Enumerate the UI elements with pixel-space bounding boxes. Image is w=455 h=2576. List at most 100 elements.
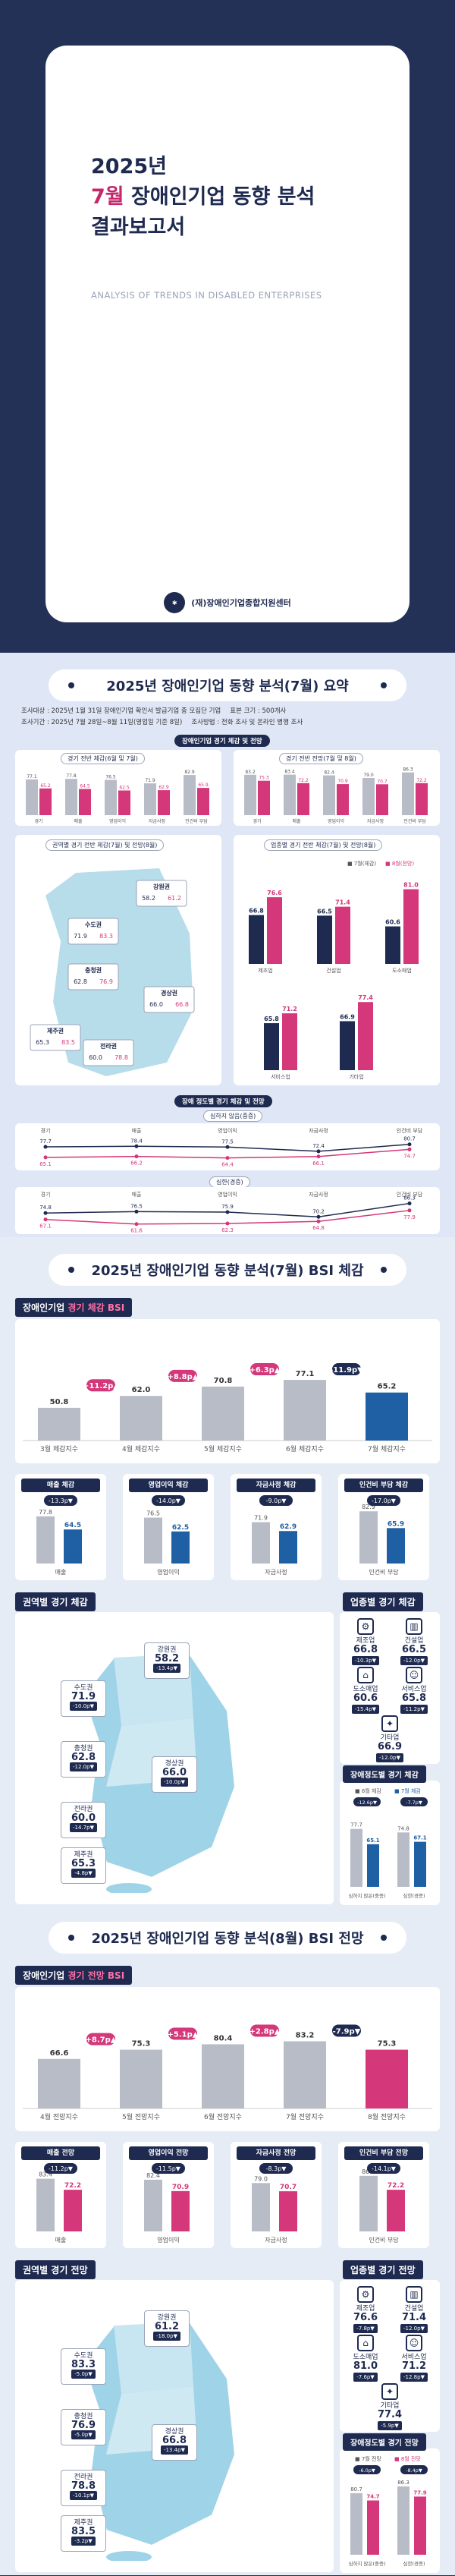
sub-card: 인건비 부담 체감 82.9 65.9 -17.0p▼ 인건비 부담 bbox=[338, 1474, 429, 1580]
industry-value: 66.9 bbox=[377, 1741, 403, 1752]
delta-text: +11.2p▲ bbox=[83, 1382, 119, 1390]
summary-prev-value: 77.8 bbox=[66, 773, 77, 779]
card-xlabel: 자금사정 bbox=[265, 1568, 287, 1576]
ind-prev-bar bbox=[317, 915, 332, 964]
summary-xlabel: 경기 bbox=[253, 818, 261, 824]
region-box: 충청권 76.9 -5.0p▼ bbox=[61, 2409, 106, 2445]
size-line-svg-2: 경기 매출 영업이익 자금사정 인건비 부담 74.8 76.5 75.9 70.2 86.3 67… bbox=[39, 1191, 423, 1234]
size-delta-text: -6.0p▼ bbox=[359, 2467, 375, 2474]
ind-next-value: 81.0 bbox=[403, 882, 419, 889]
summary-cur-value: 65.2 bbox=[40, 783, 51, 789]
sum-region-prev: 65.3 bbox=[36, 1039, 49, 1046]
bsi-forecast-heading: 2025년 장애인기업 동향 분석(8월) BSI 전망 bbox=[49, 1922, 406, 1954]
region-value: 83.5 bbox=[71, 2526, 96, 2537]
region-name: 경상권 bbox=[165, 1760, 184, 1768]
ind-prev-bar bbox=[340, 1021, 355, 1070]
line-value: 66.1 bbox=[312, 1160, 325, 1167]
bsi-current-chart: 50.8 3월 체감지수 +11.2p▲ 62.0 4월 체감지수 +8.8p▲ 70.8 5… bbox=[15, 1319, 440, 1463]
summary-prev-value: 76.5 bbox=[105, 775, 116, 780]
meta-sample: 표본 크기 : 500개사 bbox=[230, 707, 287, 715]
summary-prev-bar bbox=[26, 779, 38, 815]
size-delta-text: -8.4p▼ bbox=[406, 2467, 422, 2474]
delta-badge bbox=[259, 2163, 293, 2174]
line-value: 76.5 bbox=[130, 1203, 143, 1209]
delta-text: -11.9p▼ bbox=[330, 1366, 363, 1375]
sub-card-title: 영업이익 체감 bbox=[129, 1479, 208, 1492]
summary-industry-svg: ■ 7월(체감) ■ 8월(전망) 66.8 76.6 제조업 66.571.4 건설업 60… bbox=[249, 860, 419, 1080]
bsi-category: 7월 체감지수 bbox=[368, 1444, 406, 1453]
legend-prev: ■ 7월(체감) bbox=[347, 860, 376, 867]
delta-badge bbox=[332, 2024, 361, 2037]
region-name: 충청권 bbox=[74, 2413, 93, 2420]
line-value: 77.9 bbox=[403, 1214, 416, 1220]
delta-badge bbox=[44, 2163, 77, 2174]
sub-card-svg: 82.4 70.9 -11.5p▼ 영업이익 bbox=[144, 2163, 190, 2244]
size-delta-badge bbox=[353, 2465, 381, 2474]
size-delta-text: -12.6p▼ bbox=[357, 1800, 377, 1806]
summary-prev-bar bbox=[105, 779, 117, 815]
region-box: 전라권 78.8 -10.1p▼ bbox=[61, 2470, 106, 2506]
bsi-bar bbox=[38, 2058, 80, 2108]
region-name: 강원권 bbox=[157, 1646, 177, 1654]
summary-tag: 장애인기업 경기 체감 및 전망 bbox=[174, 735, 270, 747]
summary-xlabel: 영업이익 bbox=[328, 818, 344, 824]
line-series bbox=[45, 1148, 410, 1159]
summary-xlabel: 매출 bbox=[292, 818, 301, 824]
industry-item: ▥ 건설업 71.4 -12.0p▼ bbox=[393, 2286, 435, 2333]
summary-industry-panel: 업종별 경기 전반 체감(7월) 및 전망(8월) ■ 7월(체감) ■ 8월(전… bbox=[234, 835, 440, 1085]
region-caption: 권역별 경기 전반 체감(7월) 및 전망(8월) bbox=[46, 839, 165, 851]
fc-size-panel: 장애정도별 경기 전망 ■ 7월 전망 ■ 8월 전망 80.7 74.7 -6.0p▼… bbox=[340, 2433, 440, 2573]
cur-industry-panel: 업종별 경기 체감 ⚙ 제조업 66.8 -10.3p▼ ▥ 건설업 66.5 -12.0p▼… bbox=[340, 1592, 440, 1764]
bsi-current-label: 장애인기업 경기 체감 BSI bbox=[15, 1298, 133, 1317]
bsi-category: 4월 전망지수 bbox=[40, 2112, 78, 2121]
size-name: 심한(경증) bbox=[403, 2560, 425, 2567]
industry-value: 65.8 bbox=[401, 1693, 427, 1704]
sum-region-next: 76.9 bbox=[99, 978, 113, 985]
fc-size-label: 장애정도별 경기 전망 bbox=[343, 2433, 426, 2451]
org-logo-icon: ✱ bbox=[164, 592, 186, 613]
org-name: (재)장애인기업종합지원센터 bbox=[191, 598, 291, 608]
prev-value: 82.9 bbox=[362, 1504, 375, 1510]
cur-value: 72.2 bbox=[64, 2182, 81, 2190]
line-value: 74.7 bbox=[403, 1153, 416, 1159]
summary-cur-bar bbox=[79, 789, 91, 815]
delta-badge bbox=[250, 2024, 279, 2037]
cur-value: 70.9 bbox=[172, 2184, 189, 2191]
sum-region-name: 제주권 bbox=[47, 1027, 64, 1034]
title-month: 7월 bbox=[91, 185, 124, 209]
line-value: 75.9 bbox=[221, 1204, 234, 1210]
cur-industry-label: 업종별 경기 체감 bbox=[343, 1592, 423, 1611]
right-caption: 경기 전반 전망(7월 및 8월) bbox=[279, 753, 363, 764]
industry-change: -12.0p▼ bbox=[400, 2324, 428, 2333]
line-value: 72.4 bbox=[312, 1143, 325, 1149]
delta-text: -14.0p▼ bbox=[156, 1497, 181, 1504]
cur-bar bbox=[171, 2190, 190, 2231]
region-name: 경상권 bbox=[165, 2428, 184, 2436]
sub-card: 자금사정 전망 79.0 70.7 -8.3p▼ 자금사정 bbox=[231, 2142, 322, 2248]
prev-value: 83.4 bbox=[39, 2171, 52, 2178]
summary-cur-bar bbox=[337, 784, 349, 815]
size-delta-badge bbox=[353, 1797, 381, 1806]
summary-prev-value: 71.9 bbox=[145, 778, 155, 783]
delta-text: -17.0p▼ bbox=[372, 1497, 397, 1504]
line-series bbox=[45, 1210, 410, 1225]
summary-prev-value: 82.4 bbox=[324, 770, 334, 776]
sub-card-title: 인건비 부담 전망 bbox=[344, 2146, 423, 2160]
prev-value: 77.8 bbox=[39, 1509, 52, 1516]
delta-text: -11.2p▼ bbox=[49, 2165, 74, 2172]
ind-name: 기타업 bbox=[349, 1073, 363, 1080]
region-value: 62.8 bbox=[71, 1752, 96, 1763]
line-point bbox=[43, 1217, 48, 1222]
cur-bar bbox=[279, 2191, 297, 2231]
industry-item: ⚙ 제조업 76.6 -7.8p▼ bbox=[344, 2286, 387, 2333]
cur-size-label: 장애정도별 경기 체감 bbox=[343, 1765, 426, 1783]
region-box: 수도권 83.3 -5.0p▼ bbox=[61, 2348, 106, 2385]
size-name: 심하지 않은(중증) bbox=[349, 2560, 386, 2567]
summary-prev-value: 86.3 bbox=[403, 767, 413, 773]
summary-cur-value: 72.2 bbox=[298, 778, 309, 783]
sum-region-name: 강원권 bbox=[153, 883, 170, 890]
industry-icon: ⚙ bbox=[357, 1618, 374, 1635]
summary-xlabel: 자금사정 bbox=[367, 818, 384, 824]
summary-right-chart: 경기 전반 전망(7월 및 8월) 83.2 75.3 경기 83.4 72.2 매출 82… bbox=[234, 750, 440, 826]
summary-cur-bar bbox=[118, 790, 130, 815]
